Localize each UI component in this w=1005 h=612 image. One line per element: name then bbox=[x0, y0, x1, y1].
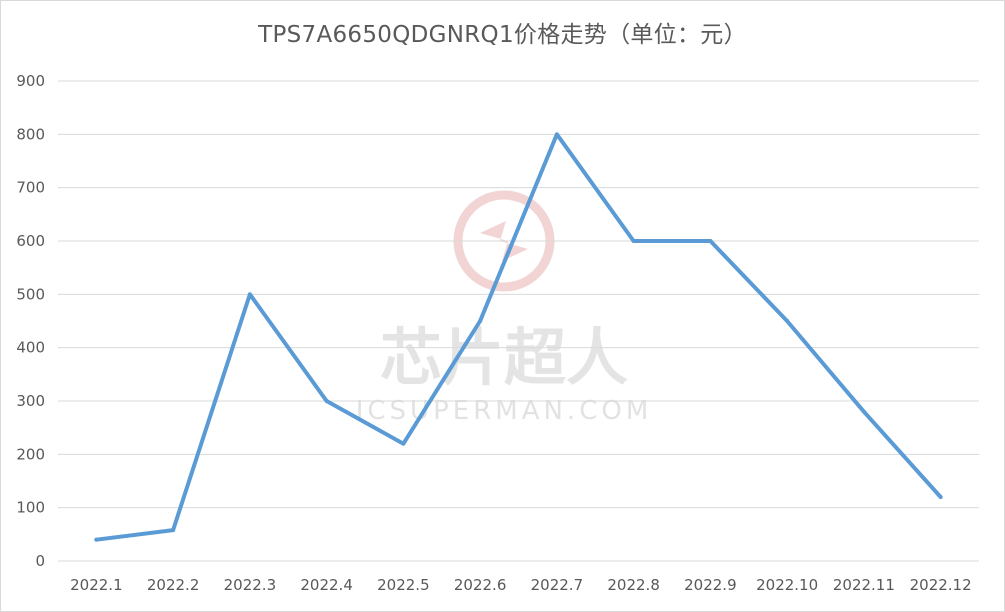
y-tick-label: 600 bbox=[16, 232, 45, 250]
y-tick-label: 100 bbox=[16, 499, 45, 517]
data-point bbox=[324, 399, 329, 403]
y-axis-ticks: 0 100 200 300 400 500 600 700 800 900 bbox=[16, 72, 45, 570]
data-point bbox=[708, 239, 713, 243]
y-tick-label: 700 bbox=[16, 179, 45, 197]
x-tick-label: 2022.8 bbox=[607, 576, 660, 594]
x-axis-ticks: 2022.1 2022.2 2022.3 2022.4 2022.5 2022.6 2022… bbox=[70, 576, 972, 594]
x-tick-label: 2022.6 bbox=[454, 576, 507, 594]
data-point bbox=[785, 319, 790, 323]
data-point bbox=[938, 495, 943, 499]
data-point bbox=[247, 292, 252, 297]
grid-lines bbox=[58, 80, 979, 562]
data-point bbox=[94, 537, 99, 542]
x-tick-label: 2022.12 bbox=[910, 576, 972, 594]
y-tick-label: 800 bbox=[16, 125, 45, 143]
data-point bbox=[631, 239, 636, 243]
data-point bbox=[861, 409, 866, 414]
y-tick-label: 900 bbox=[16, 72, 45, 90]
watermark-title: 芯片超人 bbox=[380, 321, 628, 394]
x-tick-label: 2022.7 bbox=[531, 576, 584, 594]
y-tick-label: 300 bbox=[16, 392, 45, 410]
y-tick-label: 400 bbox=[16, 339, 45, 357]
series-layer bbox=[94, 132, 943, 542]
x-tick-label: 2022.1 bbox=[70, 576, 123, 594]
x-tick-label: 2022.10 bbox=[756, 576, 818, 594]
chart-title: TPS7A6650QDGNRQ1价格走势（单位：元） bbox=[258, 22, 747, 48]
series-line bbox=[94, 132, 943, 542]
y-tick-label: 500 bbox=[16, 285, 45, 303]
x-tick-label: 2022.11 bbox=[833, 576, 895, 594]
x-tick-label: 2022.2 bbox=[147, 576, 200, 594]
x-tick-label: 2022.4 bbox=[300, 576, 353, 594]
data-point bbox=[554, 132, 559, 137]
y-tick-label: 200 bbox=[16, 445, 45, 463]
data-point bbox=[401, 441, 406, 446]
x-tick-label: 2022.3 bbox=[224, 576, 277, 594]
x-tick-label: 2022.5 bbox=[377, 576, 430, 594]
y-tick-label: 0 bbox=[35, 552, 45, 570]
data-point bbox=[171, 528, 176, 533]
data-point bbox=[478, 319, 483, 323]
x-tick-label: 2022.9 bbox=[684, 576, 737, 594]
